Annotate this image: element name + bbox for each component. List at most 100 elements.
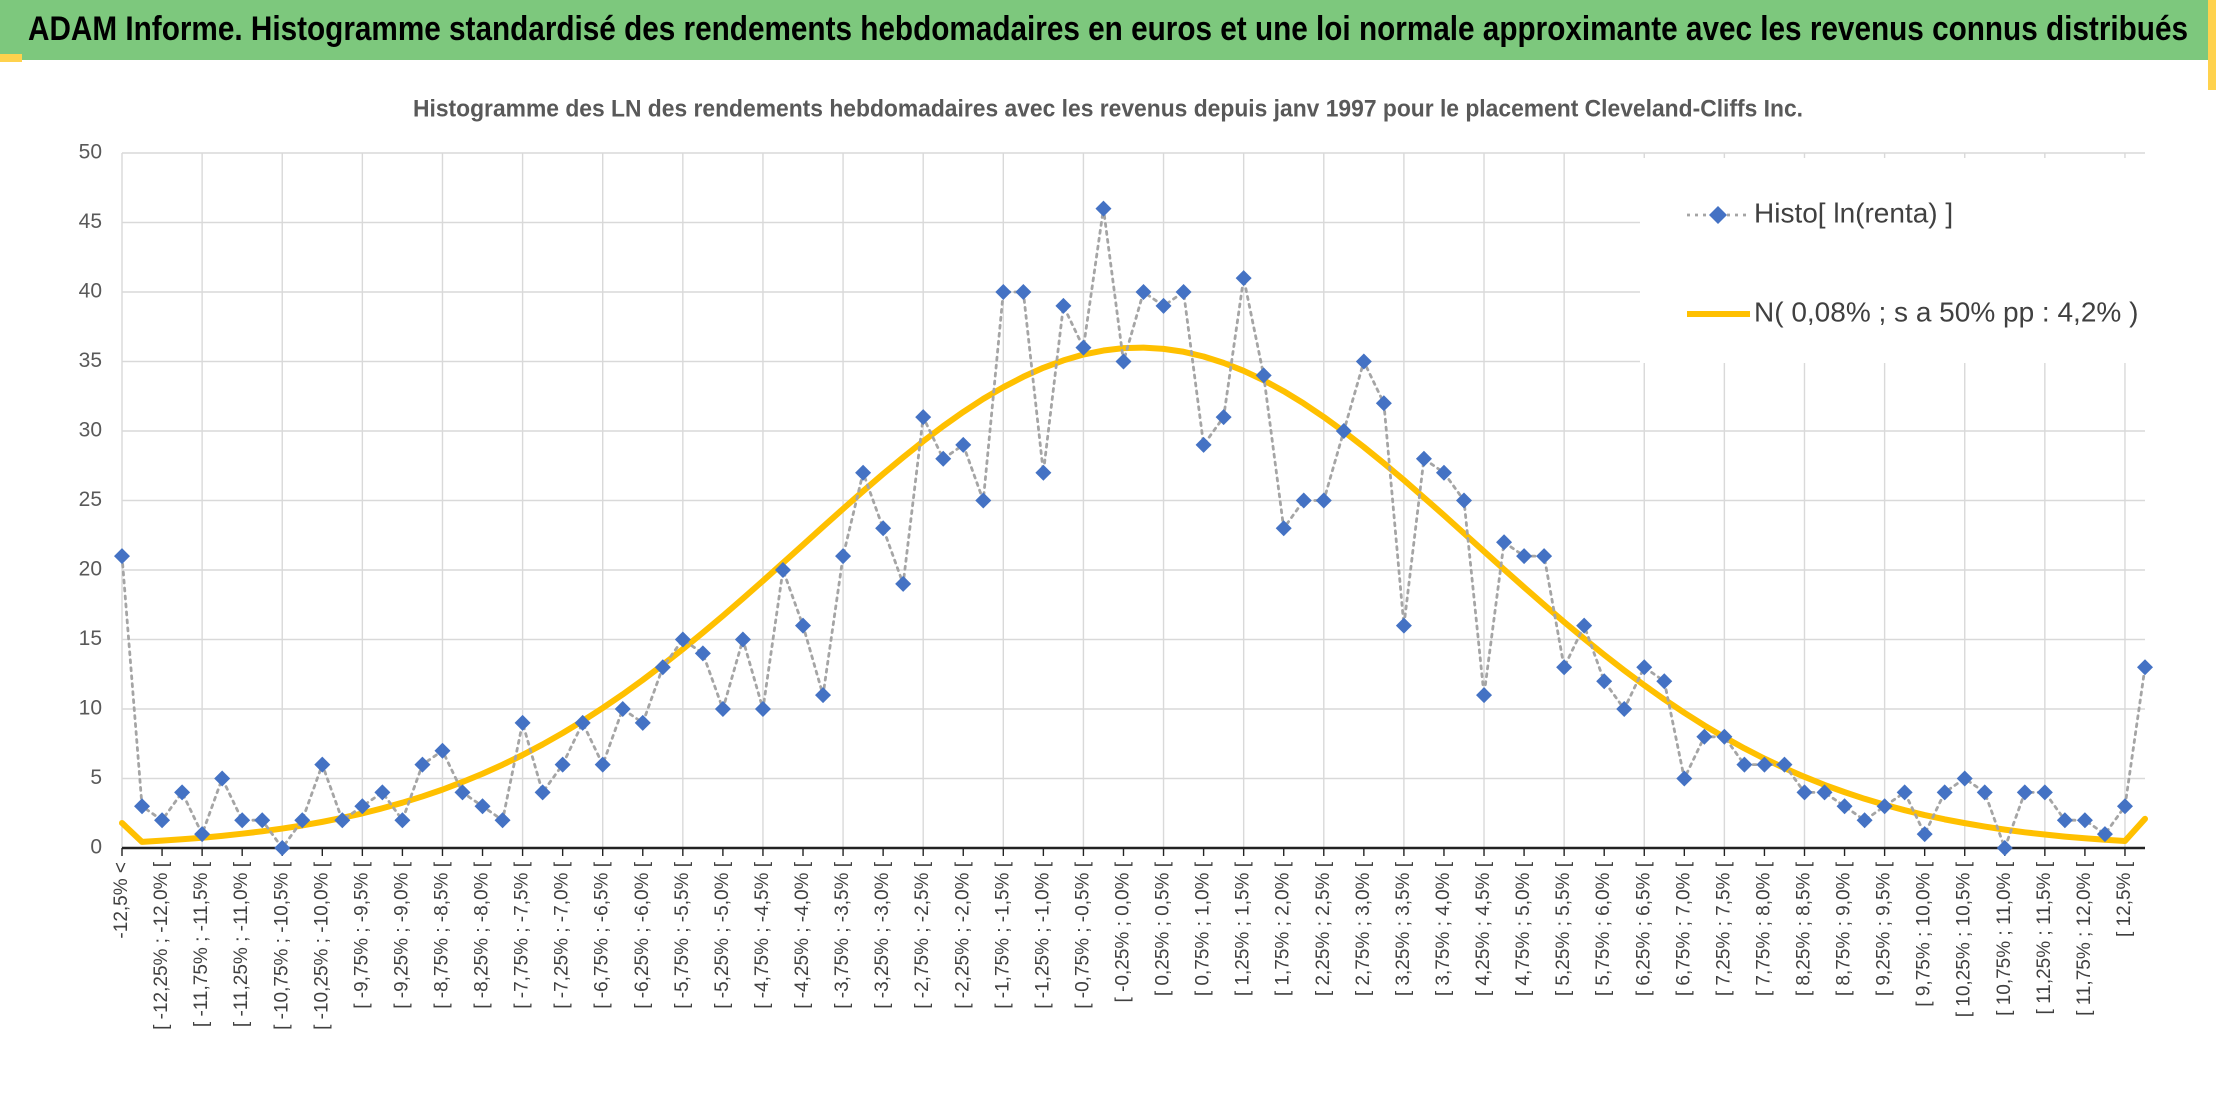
x-tick-label: [ -9,25% ; -9,0% [	[391, 861, 412, 1009]
data-point	[795, 617, 812, 634]
data-point	[1235, 270, 1252, 287]
x-tick-label: [ 8,75% ; 9,0% [	[1834, 861, 1855, 996]
x-tick-label: [ -1,25% ; -1,0% [	[1032, 861, 1053, 1009]
data-point	[1576, 617, 1593, 634]
data-point	[1315, 492, 1332, 509]
data-point	[774, 562, 791, 578]
x-tick-label: [ 3,25% ; 3,5% [	[1393, 861, 1414, 996]
data-point	[414, 756, 431, 773]
data-point	[374, 784, 391, 801]
data-point	[855, 464, 872, 481]
x-tick-label: -12,5% <	[111, 862, 132, 939]
data-point	[1055, 297, 1072, 314]
data-point	[294, 812, 311, 829]
data-point	[514, 714, 531, 731]
data-point	[1896, 784, 1913, 801]
data-point	[1636, 659, 1653, 676]
data-point	[815, 687, 832, 704]
data-point	[1155, 297, 1172, 314]
x-tick-label: [ -8,75% ; -8,5% [	[431, 861, 452, 1009]
data-point	[1275, 520, 1292, 537]
x-tick-label: [ -9,75% ; -9,5% [	[351, 861, 372, 1009]
data-point	[594, 756, 611, 773]
data-point	[1916, 826, 1933, 843]
x-tick-label: [ -11,75% ; -11,5% [	[191, 861, 212, 1027]
data-point	[1956, 770, 1973, 787]
legend-box	[1640, 158, 2145, 363]
data-point	[1295, 492, 1312, 509]
data-point	[915, 409, 932, 426]
data-point	[1115, 353, 1132, 370]
y-tick-label: 25	[79, 488, 102, 511]
x-tick-label: [ 10,25% ; 10,5% [	[1954, 861, 1975, 1017]
data-point	[1536, 548, 1553, 565]
x-tick-label: [ 9,75% ; 10,0% [	[1914, 861, 1935, 1006]
y-tick-label: 35	[79, 349, 102, 372]
data-point	[895, 575, 912, 592]
data-point	[955, 436, 972, 453]
banner-bar	[0, 0, 2216, 60]
x-tick-label: [ 10,75% ; 11,0% [	[1994, 861, 2015, 1016]
legend-marker	[1709, 206, 1727, 224]
x-tick-label: [ 7,25% ; 7,5% [	[1713, 861, 1734, 996]
x-tick-label: [ -8,25% ; -8,0% [	[472, 861, 493, 1009]
data-point	[1976, 784, 1993, 801]
data-point	[134, 798, 151, 815]
x-tick-label: [ -3,75% ; -3,5% [	[832, 861, 853, 1009]
x-tick-label: [ -7,25% ; -7,0% [	[552, 861, 573, 1009]
data-point	[1556, 659, 1573, 676]
data-point	[1776, 756, 1793, 773]
data-point	[2116, 798, 2133, 815]
x-tick-label: [ -10,75% ; -10,5% [	[271, 861, 292, 1030]
data-point	[1435, 464, 1452, 481]
x-tick-label: [ -6,25% ; -6,0% [	[632, 861, 653, 1009]
x-tick-label: [ 2,25% ; 2,5% [	[1313, 861, 1334, 996]
x-tick-label: [ -10,25% ; -10,0% [	[311, 861, 332, 1030]
data-point	[754, 701, 771, 717]
x-tick-label: [ 9,25% ; 9,5% [	[1874, 861, 1895, 996]
corner-strip	[0, 54, 22, 62]
x-tick-label: [ -7,75% ; -7,5% [	[512, 861, 533, 1009]
data-point	[434, 742, 451, 759]
data-point	[1796, 784, 1813, 801]
data-point	[194, 826, 211, 843]
data-point	[314, 756, 331, 773]
y-tick-label: 10	[79, 697, 102, 720]
data-point	[1195, 436, 1212, 453]
x-tick-label: [ 1,75% ; 2,0% [	[1273, 861, 1294, 996]
x-tick-label: [ -4,75% ; -4,5% [	[752, 861, 773, 1009]
x-tick-label: [ 0,75% ; 1,0% [	[1193, 861, 1214, 996]
data-point	[1516, 548, 1533, 565]
data-point	[1395, 617, 1412, 634]
data-point	[1676, 770, 1693, 787]
data-point	[1255, 367, 1272, 384]
data-point	[274, 840, 291, 856]
chart-title: Histogramme des LN des rendements hebdom…	[413, 95, 1803, 122]
data-point	[734, 631, 751, 648]
x-tick-label: [ 6,25% ; 6,5% [	[1633, 861, 1654, 996]
legend-label: N( 0,08% ; s a 50% pp : 4,2% )	[1754, 296, 2138, 327]
data-point	[1756, 756, 1773, 773]
series-line	[120, 207, 2147, 850]
data-point	[394, 812, 411, 829]
data-point	[574, 714, 591, 731]
x-tick-label: [ -5,25% ; -5,0% [	[712, 861, 733, 1009]
data-point	[2137, 659, 2153, 676]
x-tick-label: [ 11,25% ; 11,5% [	[2034, 861, 2055, 1014]
data-point	[1015, 284, 1032, 300]
data-point	[554, 756, 571, 773]
x-tick-label: [ 3,75% ; 4,0% [	[1433, 861, 1454, 996]
x-tick-label: [ 6,75% ; 7,0% [	[1673, 861, 1694, 996]
data-point	[1996, 840, 2013, 856]
x-tick-label: [ -11,25% ; -11,0% [	[231, 861, 252, 1027]
y-tick-label: 5	[90, 766, 102, 789]
x-tick-label: [ 0,25% ; 0,5% [	[1153, 861, 1174, 996]
data-point	[454, 784, 471, 801]
data-point	[2056, 812, 2073, 829]
x-tick-label: [ -0,25% ; 0,0% [	[1113, 861, 1134, 1002]
data-point	[114, 548, 130, 565]
data-point	[1476, 687, 1493, 704]
data-point	[2016, 784, 2033, 801]
data-point	[694, 645, 711, 662]
data-point	[835, 548, 852, 565]
